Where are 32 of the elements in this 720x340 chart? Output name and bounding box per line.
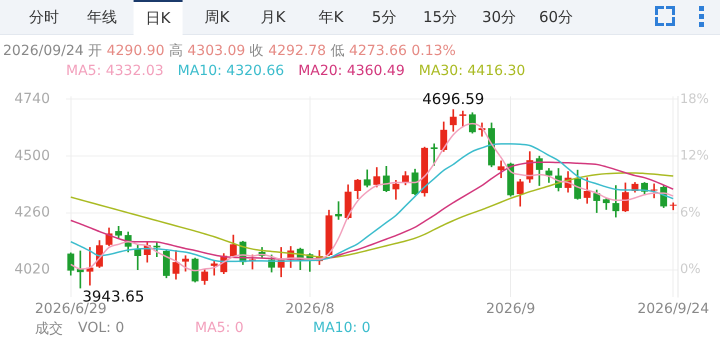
text: MA30	[418, 63, 458, 79]
text: : 4416.30	[458, 63, 526, 79]
text: 分时	[28, 7, 60, 28]
text: 60分	[538, 7, 574, 28]
y-tick-label: 4260	[14, 204, 50, 221]
text: MA20	[298, 63, 338, 79]
x-tick-label: 2026/8	[285, 301, 334, 318]
y-tick-label: 4500	[14, 148, 50, 164]
x-tick-label: 2026/9	[486, 301, 536, 318]
text: 日K	[134, 0, 182, 35]
x-tick-label: 2026/9/24	[637, 301, 710, 318]
text: 周K	[204, 7, 230, 28]
text: MA10	[178, 63, 218, 79]
text: MA5: 0	[195, 320, 244, 336]
text: 年K	[318, 7, 344, 28]
text: MA10: 0	[313, 320, 371, 336]
y-tick-label: 4020	[14, 262, 50, 278]
text: 成交	[35, 320, 63, 338]
text: : 4332.03	[96, 63, 164, 79]
text: 5分	[370, 7, 398, 28]
chart-title: 2026/09/24 开 4290.90 高 4303.09 收 4292.78 低 4273.66 0.13%	[3, 43, 456, 59]
text: 15分	[422, 7, 458, 28]
text: : 4320.66	[217, 63, 284, 79]
text: VOL: 0	[78, 320, 124, 336]
text: : 4360.49	[338, 63, 405, 79]
text: 年线	[86, 7, 118, 28]
text: 30分	[480, 7, 518, 28]
text: MA5	[66, 63, 97, 79]
y-tick-label: 4740	[14, 90, 50, 107]
annotation: 4696.59	[422, 90, 484, 108]
text: 月K	[260, 7, 286, 28]
candlestick	[335, 201, 342, 220]
